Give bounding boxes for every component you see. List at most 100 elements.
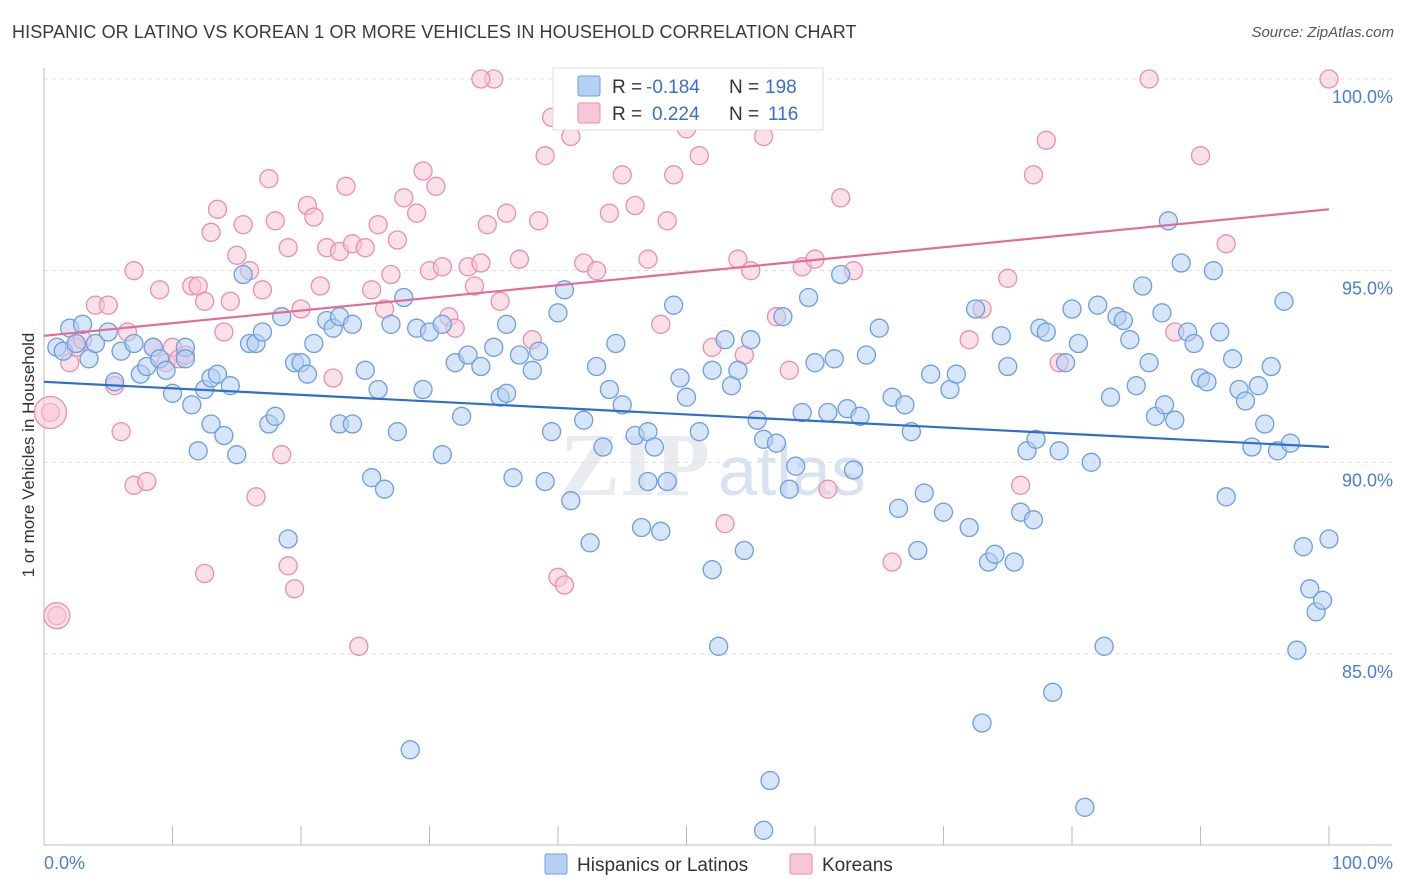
axes <box>43 68 1392 846</box>
koreans-point-97 <box>831 188 851 208</box>
koreans-point-39 <box>310 276 330 296</box>
x-ticks <box>43 826 1330 845</box>
koreans-point-14 <box>149 280 170 300</box>
hispanics-point-162 <box>1197 372 1217 392</box>
koreans-point-57 <box>432 257 453 277</box>
koreans-point-30 <box>252 280 273 300</box>
hispanics-point-186 <box>1026 429 1046 449</box>
hispanics-point-33 <box>272 307 292 327</box>
hispanics-point-6 <box>85 333 106 354</box>
hispanics-point-114 <box>856 345 877 365</box>
hispanics-point-112 <box>843 460 864 480</box>
hispanics-point-147 <box>1100 387 1121 407</box>
hispanics-point-62 <box>484 337 504 357</box>
koreans-point-6 <box>98 295 118 315</box>
hispanics-point-69 <box>535 471 555 492</box>
koreans-point-47 <box>362 280 382 300</box>
hispanics-point-182 <box>496 383 517 403</box>
hispanics-point-183 <box>644 437 665 457</box>
bottom-legend-swatch-pink <box>789 853 813 875</box>
koreans-point-50 <box>381 264 401 285</box>
hispanics-point-149 <box>1113 310 1134 331</box>
legend-r-label-1: R = <box>612 77 642 98</box>
hispanics-point-75 <box>580 533 600 553</box>
hispanics-point-175 <box>1280 433 1301 453</box>
hispanics-point-78 <box>599 379 620 400</box>
koreans-point-104 <box>1023 165 1044 185</box>
hispanics-point-30 <box>252 322 273 342</box>
hispanics-point-59 <box>451 406 472 426</box>
koreans-point-56 <box>426 176 446 196</box>
koreans-point-large-b <box>43 602 71 630</box>
hispanics-point-180 <box>1312 590 1333 610</box>
hispanics-point-15 <box>156 360 176 380</box>
hispanics-point-57 <box>432 314 453 334</box>
hispanics-point-56 <box>432 445 453 465</box>
hispanics-point-129 <box>985 544 1005 564</box>
legend-n-label-2: N = <box>729 104 759 125</box>
hispanics-point-10 <box>124 333 144 354</box>
koreans-point-87 <box>715 514 735 534</box>
koreans-point-48 <box>368 215 388 235</box>
hispanics-point-87 <box>664 295 684 315</box>
hispanics-point-118 <box>895 395 915 415</box>
koreans-point-26 <box>227 245 247 265</box>
koreans-point-11 <box>124 261 144 281</box>
hispanics-point-23 <box>201 414 221 434</box>
koreans-point-62 <box>471 253 491 273</box>
hispanics-point-51 <box>394 287 414 308</box>
koreans-point-53 <box>406 203 427 223</box>
series-koreans <box>33 69 1339 656</box>
hispanics-point-104 <box>786 456 806 476</box>
hispanics-point-74 <box>574 410 594 430</box>
koreans-point-105 <box>1036 130 1056 150</box>
koreans-point-61 <box>464 276 485 296</box>
hispanics-point-96 <box>728 360 748 380</box>
bottom-legend-label-hispanics: Hispanics or Latinos <box>577 855 748 876</box>
bottom-legend-swatch-blue <box>544 853 568 875</box>
hispanics-point-155 <box>1152 303 1172 323</box>
hispanics-point-68 <box>529 341 549 361</box>
hispanics-point-142 <box>1068 333 1089 354</box>
y-tick-label-100: 100.0% <box>1332 87 1393 107</box>
koreans-point-35 <box>284 579 305 599</box>
hispanics-point-143 <box>1075 797 1095 817</box>
hispanics-point-139 <box>1049 441 1069 461</box>
hispanics-point-184 <box>773 307 793 327</box>
bottom-legend: Hispanics or Latinos Koreans <box>544 853 893 876</box>
hispanics-point-163 <box>1203 261 1223 281</box>
legend-n-value-1: 198 <box>765 77 797 98</box>
koreans-point-large-a <box>33 395 68 430</box>
hispanics-point-76 <box>586 356 607 377</box>
legend: R = -0.184 N = 198 R = 0.224 N = 116 <box>552 67 824 131</box>
hispanics-point-177 <box>1293 537 1313 557</box>
hispanics-point-103 <box>779 479 799 499</box>
hispanics-point-77 <box>593 437 613 457</box>
hispanics-point-47 <box>368 379 388 400</box>
koreans-point-81 <box>651 314 671 334</box>
hispanics-point-18 <box>175 349 196 369</box>
hispanics-point-165 <box>1216 487 1236 507</box>
hispanics-point-176 <box>1287 640 1307 660</box>
koreans-point-107 <box>1139 69 1159 89</box>
hispanics-point-108 <box>818 402 838 423</box>
hispanics-point-160 <box>1184 333 1204 354</box>
koreans-point-114 <box>278 556 298 576</box>
hispanics-point-99 <box>747 410 767 430</box>
hispanics-point-137 <box>1036 322 1056 342</box>
hispanics-point-43 <box>342 314 363 334</box>
hispanics-point-152 <box>1133 276 1153 296</box>
koreans-point-70 <box>535 146 555 166</box>
koreans-point-46 <box>355 238 375 258</box>
koreans-point-34 <box>278 238 298 258</box>
koreans-point-110 <box>1216 234 1236 254</box>
koreans-point-93 <box>779 360 799 380</box>
hispanics-point-138 <box>1043 682 1063 702</box>
hispanics-point-144 <box>1081 452 1101 472</box>
koreans-point-21 <box>194 291 215 311</box>
koreans-point-69 <box>529 211 549 231</box>
hispanics-point-92 <box>702 560 722 580</box>
hispanics-point-158 <box>1171 253 1191 273</box>
legend-swatch-blue <box>577 75 601 97</box>
